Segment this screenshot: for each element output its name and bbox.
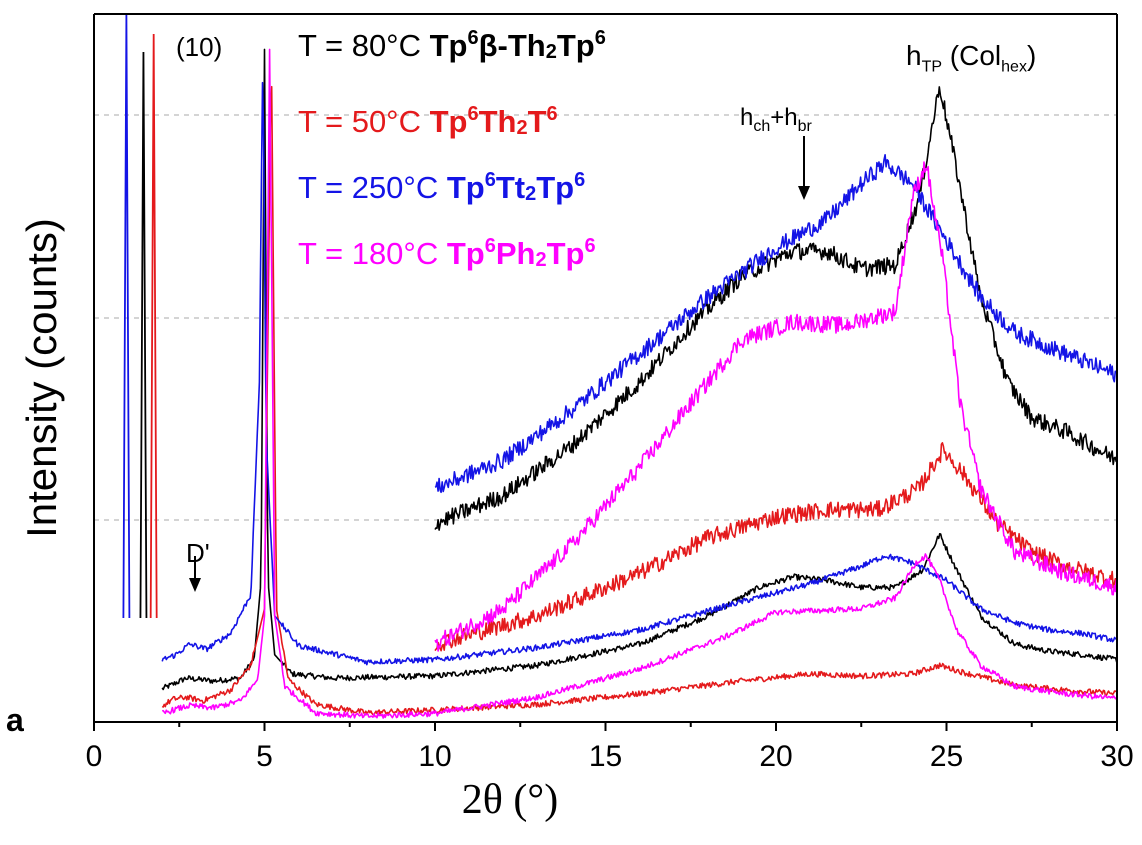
annotation-peak-10: (10) [176,32,223,62]
annotation-hch-hbr: hch+hbr [740,104,812,135]
legend-entry-red: T = 50°C Tp6Th2T6 [298,103,558,139]
series-layer [161,48,1118,719]
legend-entry-blue: T = 250°C Tp6Tt2Tp6 [298,169,586,205]
series-line [434,154,1117,494]
series-line [161,85,1118,716]
x-tick-label: 10 [418,740,452,773]
x-tick-label: 5 [256,740,273,773]
legend-entry-black: T = 80°C Tp6β-Th2Tp6 [298,27,606,63]
panel-label: a [6,702,24,738]
annotation-htp-colhex: hTP (Colhex) [906,40,1037,76]
series-line [434,161,1118,652]
x-tick-label: 0 [85,740,103,773]
x-axis-label: 2θ (°) [461,777,559,823]
legend-entry-magenta: T = 180°C Tp6Ph2Tp6 [298,235,596,271]
grid-lines [94,114,1117,521]
axes [93,13,1118,731]
peak-10-spike [149,33,158,619]
x-tick-label: 30 [1100,740,1134,773]
series-line [161,81,1117,666]
x-tick-label: 20 [759,740,793,773]
x-tick-label: 15 [588,740,623,773]
x-tick-label: 25 [929,740,964,773]
series-line [161,48,1118,691]
annotation-arrows [189,136,810,592]
peak-10-spikes [122,13,158,619]
peak-10-spike [122,13,131,619]
hch-arrow-head [798,186,810,200]
series-line [162,48,1118,719]
series-line [434,86,1118,531]
peak-10-spike [139,51,148,619]
dprime-arrow-head [189,578,201,592]
annotation-dprime: D' [186,538,210,568]
